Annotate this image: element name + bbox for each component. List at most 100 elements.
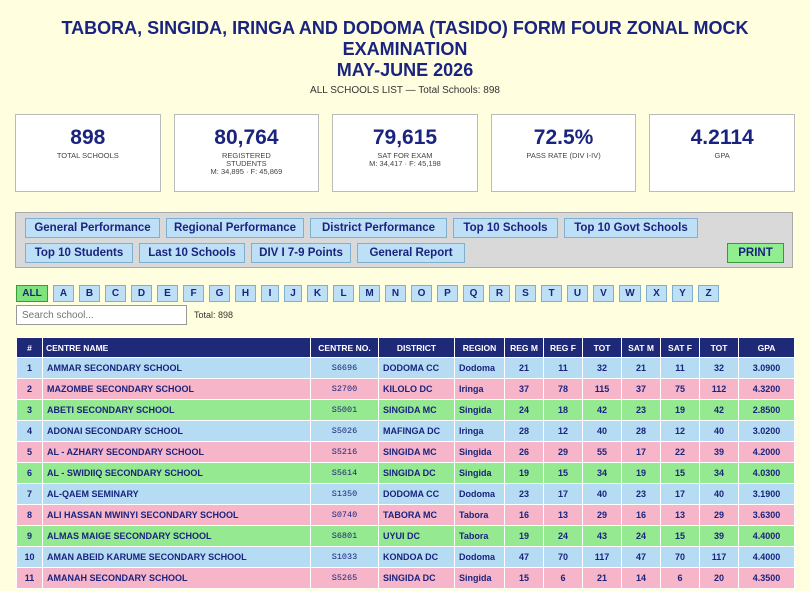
page-subtitle: ALL SCHOOLS LIST — Total Schools: 898 bbox=[310, 85, 500, 96]
sat-m: 17 bbox=[621, 441, 661, 463]
alpha-filter-w[interactable]: W bbox=[619, 285, 641, 302]
reg-f: 78 bbox=[543, 378, 583, 400]
alpha-filter-j[interactable]: J bbox=[284, 285, 302, 302]
stat-value: 80,764 bbox=[214, 126, 279, 149]
centre-name: ABETI SECONDARY SCHOOL bbox=[42, 399, 311, 421]
reg-f: 11 bbox=[543, 357, 583, 379]
alpha-filter-g[interactable]: G bbox=[209, 285, 230, 302]
search-input[interactable] bbox=[16, 305, 187, 325]
gpa: 4.4000 bbox=[738, 525, 795, 547]
sat-tot: 112 bbox=[699, 378, 739, 400]
stat-total-schools: 898 TOTAL SCHOOLS bbox=[15, 114, 161, 192]
region: Singida bbox=[454, 441, 505, 463]
centre-name: AMAN ABEID KARUME SECONDARY SCHOOL bbox=[42, 546, 311, 568]
district-performance-button[interactable]: District Performance bbox=[310, 218, 447, 238]
sat-tot: 29 bbox=[699, 504, 739, 526]
sat-m: 24 bbox=[621, 525, 661, 547]
alpha-filter-q[interactable]: Q bbox=[463, 285, 484, 302]
alpha-filter-s[interactable]: S bbox=[515, 285, 536, 302]
sat-f: 17 bbox=[660, 483, 700, 505]
last10-schools-button[interactable]: Last 10 Schools bbox=[139, 243, 245, 263]
sat-m: 37 bbox=[621, 378, 661, 400]
reg-f: 17 bbox=[543, 483, 583, 505]
sat-f: 13 bbox=[660, 504, 700, 526]
col-reg-tot: TOT bbox=[582, 337, 622, 358]
stat-label: PASS RATE (DIV I-IV) bbox=[526, 151, 601, 160]
sat-f: 15 bbox=[660, 462, 700, 484]
table-row[interactable]: 8 ALI HASSAN MWINYI SECONDARY SCHOOL S0740… bbox=[16, 504, 795, 526]
sat-f: 12 bbox=[660, 420, 700, 442]
centre-no: S5001 bbox=[310, 399, 379, 421]
alpha-filter-z[interactable]: Z bbox=[698, 285, 719, 302]
alpha-filter-e[interactable]: E bbox=[157, 285, 178, 302]
table-row[interactable]: 10 AMAN ABEID KARUME SECONDARY SCHOOL S103… bbox=[16, 546, 795, 568]
alpha-filter-t[interactable]: T bbox=[541, 285, 562, 302]
centre-no: S5026 bbox=[310, 420, 379, 442]
table-row[interactable]: 5 AL - AZHARY SECONDARY SCHOOL S5216 SINGID… bbox=[16, 441, 795, 463]
reg-m: 19 bbox=[504, 525, 544, 547]
general-report-button[interactable]: General Report bbox=[357, 243, 465, 263]
alpha-filter-y[interactable]: Y bbox=[672, 285, 693, 302]
table-row[interactable]: 6 AL - SWIDIIQ SECONDARY SCHOOL S5614 SINGI… bbox=[16, 462, 795, 484]
top10-govt-schools-button[interactable]: Top 10 Govt Schools bbox=[564, 218, 698, 238]
alpha-filter-h[interactable]: H bbox=[235, 285, 256, 302]
row-index: 5 bbox=[16, 441, 43, 463]
table-row[interactable]: 11 AMANAH SECONDARY SCHOOL S5265 SINGIDA DC… bbox=[16, 567, 795, 589]
table-row[interactable]: 3 ABETI SECONDARY SCHOOL S5001 SINGIDA MC Si… bbox=[16, 399, 795, 421]
gpa: 2.8500 bbox=[738, 399, 795, 421]
sat-m: 19 bbox=[621, 462, 661, 484]
alpha-filter-k[interactable]: K bbox=[307, 285, 328, 302]
alpha-filter-i[interactable]: I bbox=[261, 285, 279, 302]
alpha-filter-a[interactable]: A bbox=[53, 285, 74, 302]
alpha-filter-c[interactable]: C bbox=[105, 285, 126, 302]
stat-label: REGISTERED STUDENTS bbox=[222, 151, 271, 168]
table-row[interactable]: 1 AMMAR SECONDARY SCHOOL S6696 DODOMA CC Dod… bbox=[16, 357, 795, 379]
region: Singida bbox=[454, 462, 505, 484]
stat-sub: M: 34,895 · F: 45,869 bbox=[210, 167, 283, 176]
region: Dodoma bbox=[454, 357, 505, 379]
col-sat-f: SAT F bbox=[660, 337, 700, 358]
print-button[interactable]: PRINT bbox=[727, 243, 784, 263]
general-performance-button[interactable]: General Performance bbox=[25, 218, 160, 238]
top10-students-button[interactable]: Top 10 Students bbox=[25, 243, 133, 263]
reg-f: 6 bbox=[543, 567, 583, 589]
alpha-filter-r[interactable]: R bbox=[489, 285, 510, 302]
alpha-filter-x[interactable]: X bbox=[646, 285, 667, 302]
alpha-filter-f[interactable]: F bbox=[183, 285, 204, 302]
alpha-filter-d[interactable]: D bbox=[131, 285, 152, 302]
alpha-filter-n[interactable]: N bbox=[385, 285, 406, 302]
table-row[interactable]: 7 AL-QAEM SEMINARY S1350 DODOMA CC Dodoma 23 1… bbox=[16, 483, 795, 505]
top10-schools-button[interactable]: Top 10 Schools bbox=[453, 218, 558, 238]
title-line-2: EXAMINATION bbox=[342, 39, 468, 59]
centre-name: MAZOMBE SECONDARY SCHOOL bbox=[42, 378, 311, 400]
alpha-filter-all[interactable]: ALL bbox=[16, 285, 48, 302]
sat-m: 23 bbox=[621, 483, 661, 505]
alpha-filter-l[interactable]: L bbox=[333, 285, 354, 302]
alpha-filter-u[interactable]: U bbox=[567, 285, 588, 302]
region: Iringa bbox=[454, 420, 505, 442]
regional-performance-button[interactable]: Regional Performance bbox=[166, 218, 304, 238]
centre-no: S5614 bbox=[310, 462, 379, 484]
stat-label: SAT FOR EXAM bbox=[377, 151, 433, 160]
table-row[interactable]: 4 ADONAI SECONDARY SCHOOL S5026 MAFINGA DC I… bbox=[16, 420, 795, 442]
alpha-filter-o[interactable]: O bbox=[411, 285, 432, 302]
col-centre-no: CENTRE NO. bbox=[310, 337, 379, 358]
stats-cards: 898 TOTAL SCHOOLS 80,764 REGISTERED STUD… bbox=[15, 114, 795, 192]
table-row[interactable]: 2 MAZOMBE SECONDARY SCHOOL S2700 KILOLO DC I… bbox=[16, 378, 795, 400]
reg-m: 37 bbox=[504, 378, 544, 400]
reg-tot: 40 bbox=[582, 420, 622, 442]
col-sat-tot: TOT bbox=[699, 337, 739, 358]
alpha-filter-m[interactable]: M bbox=[359, 285, 380, 302]
alpha-filter-p[interactable]: P bbox=[437, 285, 458, 302]
row-index: 11 bbox=[16, 567, 43, 589]
report-nav: General Performance Regional Performance… bbox=[15, 212, 793, 268]
alpha-filter-v[interactable]: V bbox=[593, 285, 614, 302]
div1-points-button[interactable]: DIV I 7-9 Points bbox=[251, 243, 351, 263]
alpha-filter-b[interactable]: B bbox=[79, 285, 100, 302]
table-row[interactable]: 9 ALMAS MAIGE SECONDARY SCHOOL S6801 UYUI D… bbox=[16, 525, 795, 547]
centre-no: S2700 bbox=[310, 378, 379, 400]
gpa: 3.0200 bbox=[738, 420, 795, 442]
reg-m: 19 bbox=[504, 462, 544, 484]
centre-name: ALI HASSAN MWINYI SECONDARY SCHOOL bbox=[42, 504, 311, 526]
row-index: 4 bbox=[16, 420, 43, 442]
